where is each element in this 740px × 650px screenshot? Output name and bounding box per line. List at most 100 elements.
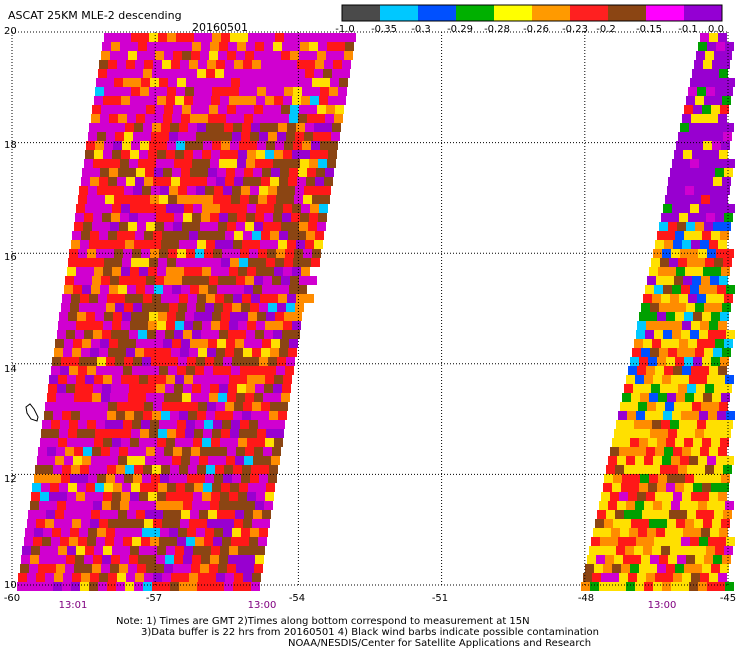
data-cell bbox=[205, 474, 214, 483]
data-cell bbox=[198, 519, 207, 528]
data-cell bbox=[168, 195, 177, 204]
data-cell bbox=[696, 465, 705, 474]
data-cell bbox=[643, 546, 652, 555]
data-cell bbox=[93, 213, 102, 222]
data-cell bbox=[104, 429, 113, 438]
data-cell bbox=[111, 42, 120, 51]
data-cell bbox=[44, 465, 53, 474]
data-cell bbox=[54, 573, 63, 582]
data-cell bbox=[714, 258, 723, 267]
data-cell bbox=[121, 150, 130, 159]
data-cell bbox=[723, 465, 732, 474]
data-cell bbox=[106, 132, 115, 141]
data-cell bbox=[232, 528, 241, 537]
data-cell bbox=[201, 384, 210, 393]
data-cell bbox=[94, 150, 103, 159]
data-cell bbox=[133, 303, 142, 312]
data-cell bbox=[704, 303, 713, 312]
data-cell bbox=[173, 393, 182, 402]
data-cell bbox=[293, 258, 302, 267]
data-cell bbox=[234, 60, 243, 69]
data-cell bbox=[227, 276, 236, 285]
data-cell bbox=[681, 411, 690, 420]
data-cell bbox=[41, 483, 50, 492]
data-cell bbox=[266, 33, 275, 42]
data-cell bbox=[77, 483, 86, 492]
data-cell bbox=[126, 573, 135, 582]
data-cell bbox=[84, 213, 93, 222]
data-cell bbox=[598, 546, 607, 555]
data-cell bbox=[666, 357, 675, 366]
data-cell bbox=[700, 492, 709, 501]
data-cell bbox=[102, 213, 111, 222]
data-cell bbox=[147, 384, 156, 393]
data-cell bbox=[148, 267, 157, 276]
data-cell bbox=[679, 420, 688, 429]
data-cell bbox=[700, 33, 709, 42]
data-cell bbox=[130, 375, 139, 384]
data-cell bbox=[89, 465, 98, 474]
data-cell bbox=[656, 276, 665, 285]
data-cell bbox=[334, 114, 343, 123]
data-cell bbox=[707, 501, 716, 510]
data-cell bbox=[626, 582, 635, 591]
data-cell bbox=[640, 519, 649, 528]
data-cell bbox=[18, 573, 27, 582]
data-cell bbox=[245, 105, 254, 114]
data-cell bbox=[656, 528, 665, 537]
data-cell bbox=[148, 546, 157, 555]
data-cell bbox=[82, 168, 91, 177]
data-cell bbox=[187, 132, 196, 141]
data-cell bbox=[268, 474, 277, 483]
data-cell bbox=[83, 393, 92, 402]
data-cell bbox=[696, 384, 705, 393]
data-cell bbox=[141, 537, 150, 546]
data-cell bbox=[125, 411, 134, 420]
data-cell bbox=[674, 195, 683, 204]
data-cell bbox=[255, 213, 264, 222]
data-cell bbox=[254, 105, 263, 114]
data-cell bbox=[88, 186, 97, 195]
color-swatch bbox=[418, 5, 456, 21]
data-cell bbox=[256, 96, 265, 105]
data-cell bbox=[664, 492, 673, 501]
data-cell bbox=[699, 330, 708, 339]
data-cell bbox=[183, 330, 192, 339]
data-cell bbox=[145, 456, 154, 465]
data-cell bbox=[67, 321, 76, 330]
data-cell bbox=[113, 141, 122, 150]
data-cell bbox=[680, 375, 689, 384]
data-cell bbox=[149, 483, 158, 492]
data-cell bbox=[243, 60, 252, 69]
data-cell bbox=[190, 510, 199, 519]
data-cell bbox=[273, 213, 282, 222]
data-cell bbox=[117, 402, 126, 411]
data-cell bbox=[75, 384, 84, 393]
data-cell bbox=[48, 384, 57, 393]
data-cell bbox=[235, 510, 244, 519]
data-cell bbox=[290, 222, 299, 231]
data-cell bbox=[174, 213, 183, 222]
data-cell bbox=[214, 528, 223, 537]
data-cell bbox=[261, 177, 270, 186]
data-cell bbox=[667, 519, 676, 528]
data-cell bbox=[324, 177, 333, 186]
data-cell bbox=[27, 573, 36, 582]
data-cell bbox=[296, 294, 305, 303]
data-cell bbox=[175, 267, 184, 276]
data-cell bbox=[117, 177, 126, 186]
data-cell bbox=[59, 429, 68, 438]
data-cell bbox=[706, 339, 715, 348]
data-cell bbox=[159, 195, 168, 204]
data-cell bbox=[280, 285, 289, 294]
data-cell bbox=[211, 96, 220, 105]
data-cell bbox=[156, 330, 165, 339]
data-cell bbox=[215, 69, 224, 78]
data-cell bbox=[167, 141, 176, 150]
data-cell bbox=[687, 465, 696, 474]
data-cell bbox=[225, 348, 234, 357]
data-cell bbox=[725, 249, 734, 258]
data-cell bbox=[297, 231, 306, 240]
data-cell bbox=[191, 105, 200, 114]
